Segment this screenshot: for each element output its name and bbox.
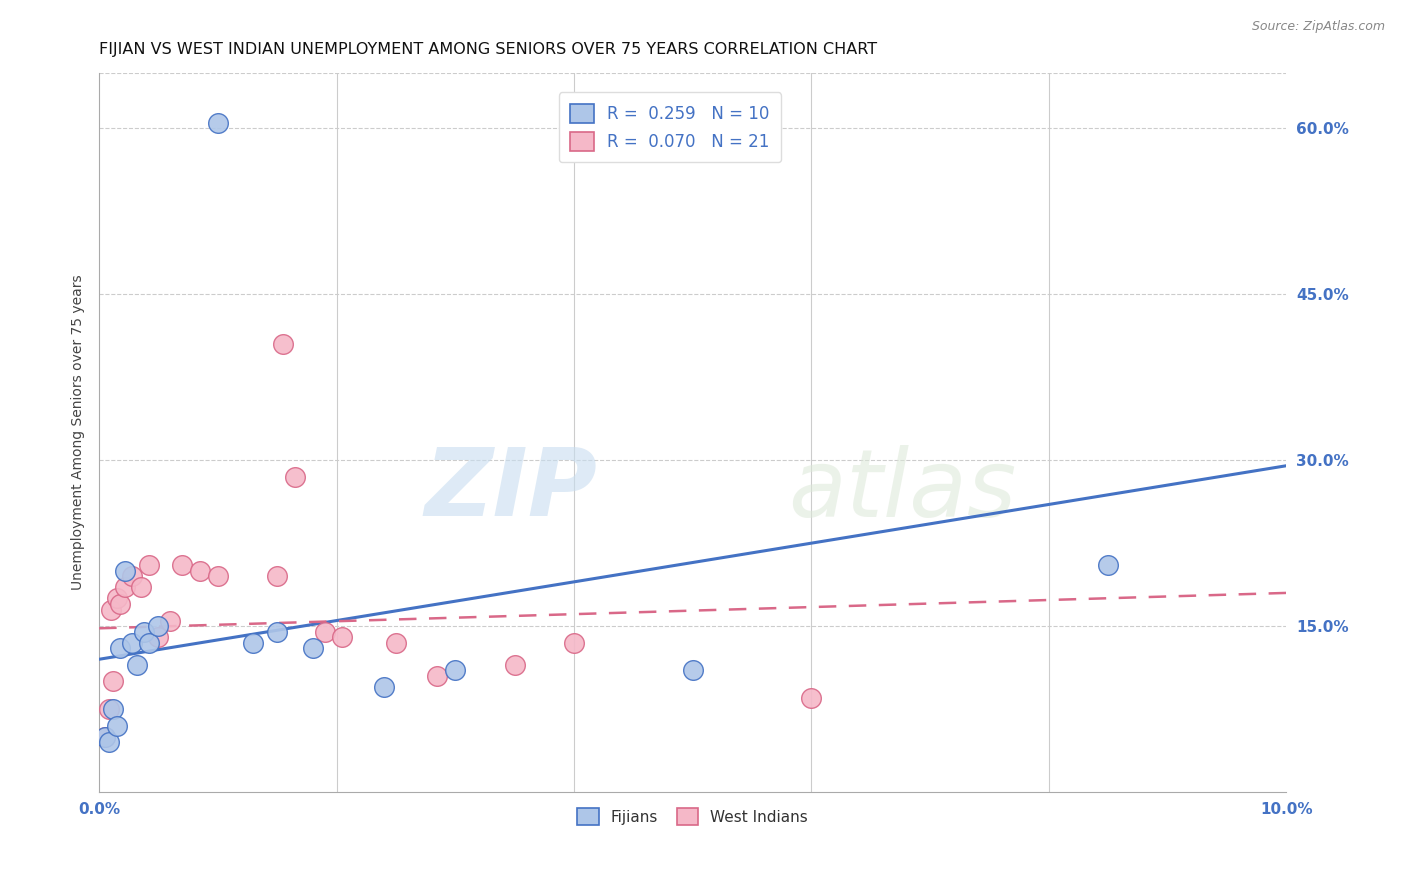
Point bbox=[114, 581, 136, 595]
Point bbox=[94, 730, 117, 744]
Point bbox=[426, 669, 449, 683]
Point bbox=[188, 564, 211, 578]
Point bbox=[100, 602, 122, 616]
Point bbox=[1097, 558, 1119, 573]
Point bbox=[172, 558, 194, 573]
Point bbox=[314, 624, 336, 639]
Point bbox=[103, 674, 125, 689]
Point bbox=[110, 597, 132, 611]
Point bbox=[266, 624, 288, 639]
Point bbox=[138, 635, 160, 649]
Point bbox=[105, 718, 128, 732]
Point bbox=[800, 690, 823, 705]
Point bbox=[127, 657, 149, 672]
Point bbox=[242, 635, 264, 649]
Point bbox=[121, 635, 143, 649]
Point bbox=[503, 657, 526, 672]
Legend: Fijians, West Indians: Fijians, West Indians bbox=[568, 798, 817, 835]
Text: FIJIAN VS WEST INDIAN UNEMPLOYMENT AMONG SENIORS OVER 75 YEARS CORRELATION CHART: FIJIAN VS WEST INDIAN UNEMPLOYMENT AMONG… bbox=[100, 42, 877, 57]
Point bbox=[105, 591, 128, 606]
Point bbox=[110, 641, 132, 656]
Point bbox=[444, 663, 467, 677]
Point bbox=[266, 569, 288, 583]
Point bbox=[94, 730, 117, 744]
Point bbox=[114, 564, 136, 578]
Point bbox=[103, 702, 125, 716]
Point bbox=[332, 630, 354, 644]
Point bbox=[207, 116, 229, 130]
Point bbox=[271, 337, 294, 351]
Text: Source: ZipAtlas.com: Source: ZipAtlas.com bbox=[1251, 20, 1385, 33]
Y-axis label: Unemployment Among Seniors over 75 years: Unemployment Among Seniors over 75 years bbox=[72, 275, 86, 591]
Point bbox=[134, 624, 156, 639]
Point bbox=[159, 614, 181, 628]
Point bbox=[129, 581, 152, 595]
Point bbox=[682, 663, 704, 677]
Point bbox=[385, 635, 408, 649]
Point bbox=[207, 569, 229, 583]
Point bbox=[97, 735, 120, 749]
Point bbox=[562, 635, 585, 649]
Text: ZIP: ZIP bbox=[425, 444, 598, 536]
Point bbox=[301, 641, 323, 656]
Point bbox=[121, 569, 143, 583]
Point bbox=[148, 630, 170, 644]
Point bbox=[148, 619, 170, 633]
Point bbox=[373, 680, 395, 694]
Point bbox=[138, 558, 160, 573]
Text: atlas: atlas bbox=[787, 444, 1017, 535]
Point bbox=[97, 702, 120, 716]
Point bbox=[284, 470, 307, 484]
